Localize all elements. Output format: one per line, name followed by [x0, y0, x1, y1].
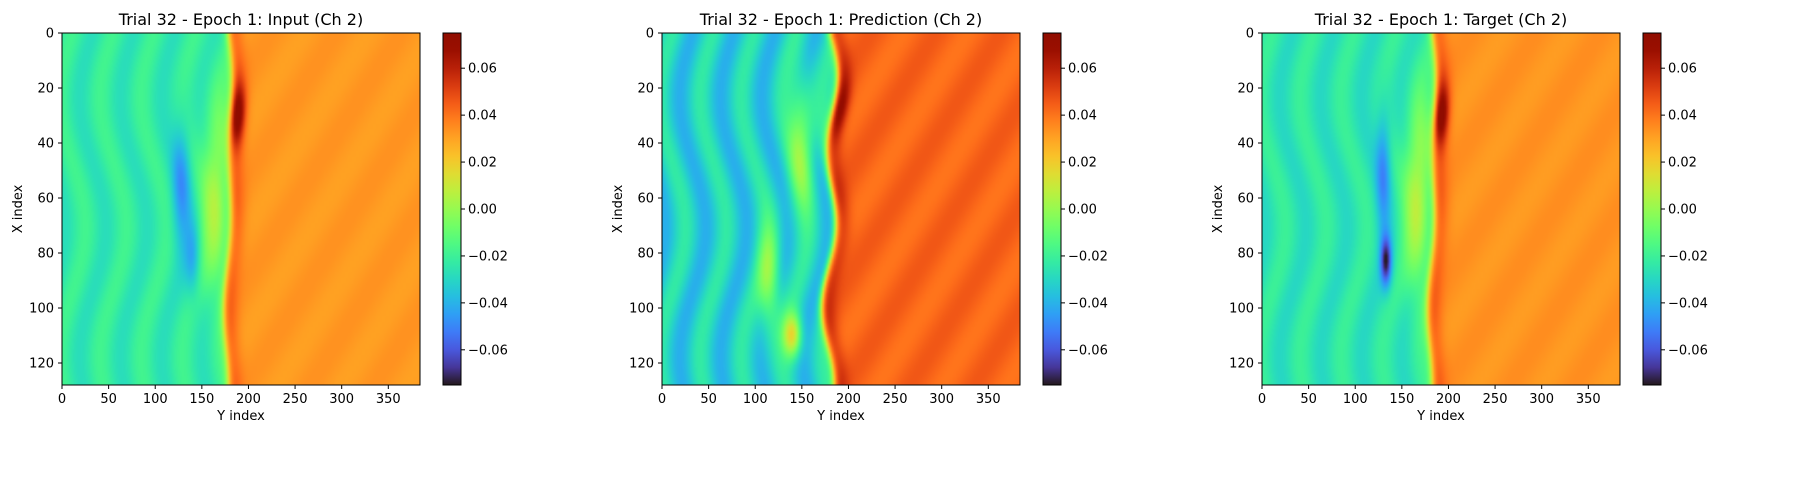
y-tick-label: 20	[1237, 82, 1254, 97]
x-tick-label: 0	[58, 392, 66, 407]
heatmap-image	[62, 33, 420, 385]
y-tick-label: 80	[37, 247, 54, 262]
y-tick-label: 40	[637, 137, 654, 152]
heatmap-image	[662, 33, 1020, 385]
x-tick-label: 100	[1343, 392, 1368, 407]
x-tick-label: 0	[658, 392, 666, 407]
x-tick-label: 350	[976, 392, 1001, 407]
x-tick-label: 300	[329, 392, 354, 407]
heatmap-chart-target: Trial 32 - Epoch 1: Target (Ch 2) 0 50 100 1…	[1211, 10, 1708, 424]
chart-title: Trial 32 - Epoch 1: Target (Ch 2)	[1314, 10, 1567, 29]
y-tick-label: 100	[1229, 302, 1254, 317]
y-axis-label: X index	[611, 184, 626, 233]
y-axis-label: X index	[11, 184, 26, 233]
y-tick-label: 60	[37, 192, 54, 207]
y-tick-label: 80	[637, 247, 654, 262]
y-tick-label: 0	[1246, 27, 1254, 42]
colorbar-tick-label: 0.00	[1668, 203, 1697, 218]
colorbar-tick-label: −0.02	[468, 249, 508, 264]
heatmap-chart-input: Trial 32 - Epoch 1: Input (Ch 2) 0 50 100 15…	[11, 10, 508, 424]
y-tick-label: 60	[637, 192, 654, 207]
y-tick-label: 100	[629, 302, 654, 317]
colorbar-tick-label: −0.04	[1668, 296, 1708, 311]
colorbar	[1642, 32, 1662, 386]
heatmap-image	[1262, 33, 1620, 385]
colorbar-tick-label: 0.00	[1068, 203, 1097, 218]
colorbar-tick-label: −0.06	[1668, 343, 1708, 358]
y-tick-label: 120	[629, 357, 654, 372]
y-tick-label: 40	[1237, 137, 1254, 152]
y-axis-label: X index	[1211, 184, 1226, 233]
chart-title: Trial 32 - Epoch 1: Input (Ch 2)	[118, 10, 363, 29]
y-tick-label: 120	[1229, 357, 1254, 372]
y-tick-label: 0	[46, 27, 54, 42]
y-tick-label: 120	[29, 357, 54, 372]
colorbar-tick-label: 0.00	[468, 203, 497, 218]
x-axis-label: Y index	[216, 409, 265, 424]
colorbar-tick-label: 0.02	[1668, 156, 1697, 171]
x-tick-label: 50	[700, 392, 717, 407]
x-tick-label: 100	[143, 392, 168, 407]
colorbar-tick-label: 0.06	[468, 62, 497, 77]
x-tick-label: 250	[1483, 392, 1508, 407]
x-axis-label: Y index	[816, 409, 865, 424]
x-tick-label: 150	[789, 392, 814, 407]
heatmap-panel-input: Trial 32 - Epoch 1: Input (Ch 2) 0 50 100 15…	[0, 0, 600, 500]
x-tick-label: 300	[929, 392, 954, 407]
x-tick-label: 150	[189, 392, 214, 407]
y-tick-label: 40	[37, 137, 54, 152]
x-tick-label: 200	[1436, 392, 1461, 407]
colorbar-tick-label: −0.06	[1068, 343, 1108, 358]
x-tick-label: 150	[1389, 392, 1414, 407]
plot-frame	[61, 32, 421, 386]
colorbar-tick-label: −0.02	[1068, 249, 1108, 264]
colorbar	[442, 32, 462, 386]
y-tick-label: 20	[37, 82, 54, 97]
colorbar-tick-label: −0.04	[1068, 296, 1108, 311]
x-tick-label: 350	[1576, 392, 1601, 407]
x-tick-label: 300	[1529, 392, 1554, 407]
x-tick-label: 100	[743, 392, 768, 407]
x-tick-label: 250	[283, 392, 308, 407]
colorbar-tick-label: 0.06	[1668, 62, 1697, 77]
plot-frame	[1261, 32, 1621, 386]
colorbar-tick-label: −0.06	[468, 343, 508, 358]
colorbar-tick-label: −0.04	[468, 296, 508, 311]
heatmap-panel-target: Trial 32 - Epoch 1: Target (Ch 2) 0 50 100 1…	[1200, 0, 1800, 500]
y-tick-label: 100	[29, 302, 54, 317]
plot-frame	[661, 32, 1021, 386]
x-tick-label: 350	[376, 392, 401, 407]
y-tick-label: 60	[1237, 192, 1254, 207]
y-tick-label: 20	[637, 82, 654, 97]
chart-title: Trial 32 - Epoch 1: Prediction (Ch 2)	[699, 10, 982, 29]
colorbar-tick-label: 0.04	[1068, 109, 1097, 124]
x-tick-label: 50	[100, 392, 117, 407]
x-tick-label: 50	[1300, 392, 1317, 407]
colorbar	[1042, 32, 1062, 386]
heatmap-panel-prediction: Trial 32 - Epoch 1: Prediction (Ch 2) 0 50…	[600, 0, 1200, 500]
colorbar-tick-label: −0.02	[1668, 249, 1708, 264]
x-tick-label: 250	[883, 392, 908, 407]
colorbar-tick-label: 0.06	[1068, 62, 1097, 77]
x-tick-label: 200	[836, 392, 861, 407]
x-axis-label: Y index	[1416, 409, 1465, 424]
colorbar-tick-label: 0.04	[468, 109, 497, 124]
colorbar-tick-label: 0.04	[1668, 109, 1697, 124]
colorbar-tick-label: 0.02	[468, 156, 497, 171]
colorbar-tick-label: 0.02	[1068, 156, 1097, 171]
x-tick-label: 200	[236, 392, 261, 407]
heatmap-chart-prediction: Trial 32 - Epoch 1: Prediction (Ch 2) 0 50…	[611, 10, 1108, 424]
y-tick-label: 0	[646, 27, 654, 42]
x-tick-label: 0	[1258, 392, 1266, 407]
y-tick-label: 80	[1237, 247, 1254, 262]
